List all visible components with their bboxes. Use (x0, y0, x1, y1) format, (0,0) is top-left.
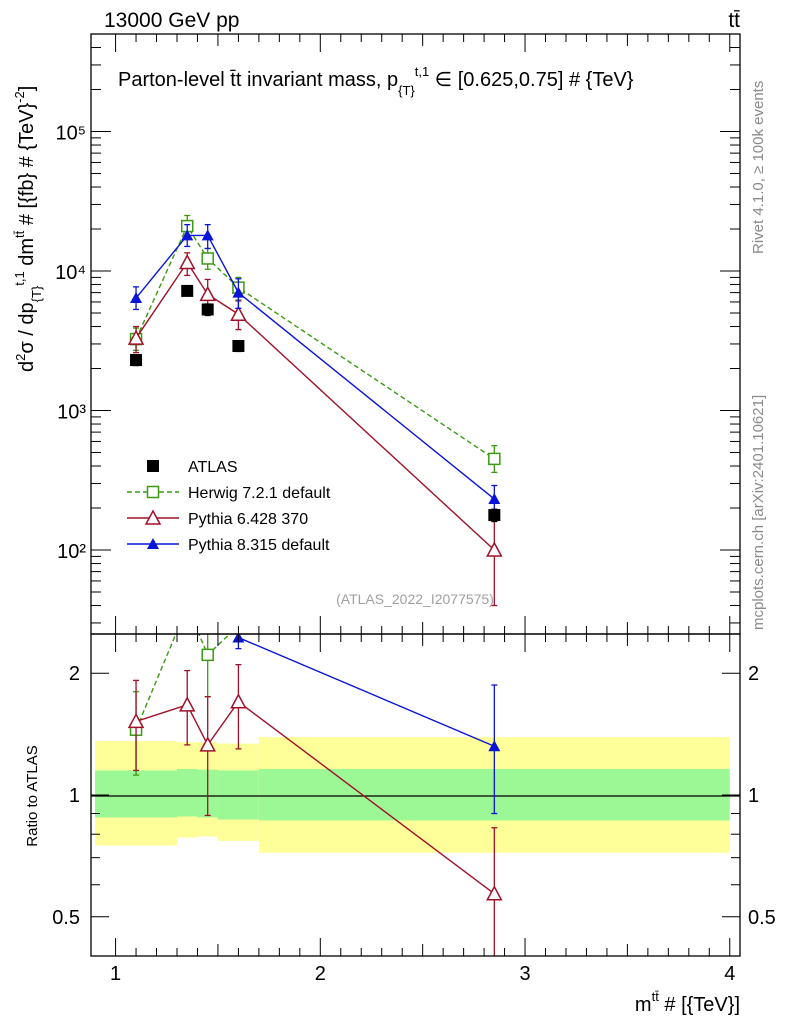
x-tick-label: 4 (724, 963, 735, 985)
band-inner (217, 770, 259, 820)
ratio-y-tick-label: 1 (69, 785, 80, 807)
main-panel-series (127, 214, 503, 607)
data-point-atlas (232, 340, 245, 353)
energy-label: 13000 GeV pp (104, 9, 239, 32)
data-point-atlas (181, 284, 194, 297)
y-tick-label: 10³ (57, 402, 86, 424)
series-line-pythia8 (238, 636, 495, 747)
y-tick-label: 10² (57, 541, 86, 563)
y-tick-label: 10⁴ (55, 262, 86, 284)
data-point-pythia8 (488, 493, 501, 505)
series-line-herwig (135, 634, 231, 730)
legend: ATLAS Herwig 7.2.1 default Pythia 6.428 37… (127, 459, 331, 554)
data-point-herwig (488, 452, 501, 466)
y-tick-label: 10⁵ (55, 123, 86, 145)
x-tick-label: 2 (315, 963, 326, 985)
data-point-pythia6 (230, 305, 247, 321)
process-label: tt̄ (728, 9, 740, 32)
band-inner (95, 770, 177, 818)
legend-marker-herwig (146, 485, 160, 499)
legend-label-herwig: Herwig 7.2.1 default (188, 485, 331, 502)
data-point-herwig (182, 601, 193, 612)
data-point-pythia6 (230, 693, 247, 709)
ratio-y-tick-label-right: 1 (748, 785, 759, 807)
data-point-pythia6 (127, 712, 145, 729)
data-point-pythia6 (178, 253, 196, 270)
data-point-pythia6 (199, 736, 216, 752)
data-point-atlas (201, 303, 214, 316)
data-point-pythia6 (486, 885, 503, 901)
data-point-pythia8 (488, 740, 501, 752)
data-point-pythia8 (181, 229, 194, 241)
x-axis-label: mtt̄ # [{TeV}] (635, 989, 740, 1016)
legend-marker-pythia6 (144, 509, 162, 525)
data-point-herwig (201, 252, 214, 265)
x-tick-label: 3 (519, 963, 530, 985)
ratio-axis-ticks: 1 2 3 4 0.5 0.5 1 1 2 2 (52, 634, 776, 985)
x-tick-label: 1 (110, 963, 121, 985)
legend-marker-atlas (147, 460, 159, 472)
main-y-axis-label: d2σ / dp{T}t,1 dmtt̄ # [{fb} # {TeV}-2] (12, 86, 44, 372)
rivet-version-label: Rivet 4.1.0, ≥ 100k events (750, 81, 767, 254)
legend-label-pythia6: Pythia 6.428 370 (188, 511, 308, 528)
data-point-pythia8 (130, 292, 143, 304)
series-line-pythia6 (135, 261, 495, 551)
ratio-y-tick-label-right: 0.5 (748, 907, 776, 929)
legend-marker-pythia8 (147, 538, 159, 549)
ratio-y-tick-label: 0.5 (52, 907, 80, 929)
analysis-watermark: (ATLAS_2022_I2077575) (336, 591, 494, 607)
legend-label-atlas: ATLAS (188, 459, 238, 476)
legend-label-pythia8: Pythia 8.315 default (188, 537, 330, 554)
data-point-pythia6 (199, 285, 216, 302)
main-axis-ticks: 10² 10³ 10⁴ 10⁵ (55, 33, 740, 634)
data-point-pythia6 (486, 541, 503, 557)
data-point-pythia8 (232, 286, 245, 298)
data-point-pythia8 (201, 229, 214, 241)
ratio-y-tick-label-right: 2 (748, 663, 759, 685)
data-point-pythia6 (178, 696, 196, 712)
data-point-atlas (130, 354, 143, 367)
ratio-uncertainty-bands (95, 737, 730, 853)
band-inner (176, 768, 198, 817)
mcplots-label: mcplots.cern.ch [arXiv:2401.10621] (750, 395, 767, 630)
ratio-panel-series (127, 601, 503, 956)
ratio-y-axis-label: Ratio to ATLAS (24, 745, 41, 846)
data-point-herwig (201, 648, 214, 662)
plot-title: Parton-level t̄t invariant mass, p{T}t,1… (118, 64, 634, 98)
data-point-atlas (488, 509, 501, 522)
ratio-y-tick-label: 2 (69, 663, 80, 685)
data-point-pythia6 (127, 329, 145, 345)
